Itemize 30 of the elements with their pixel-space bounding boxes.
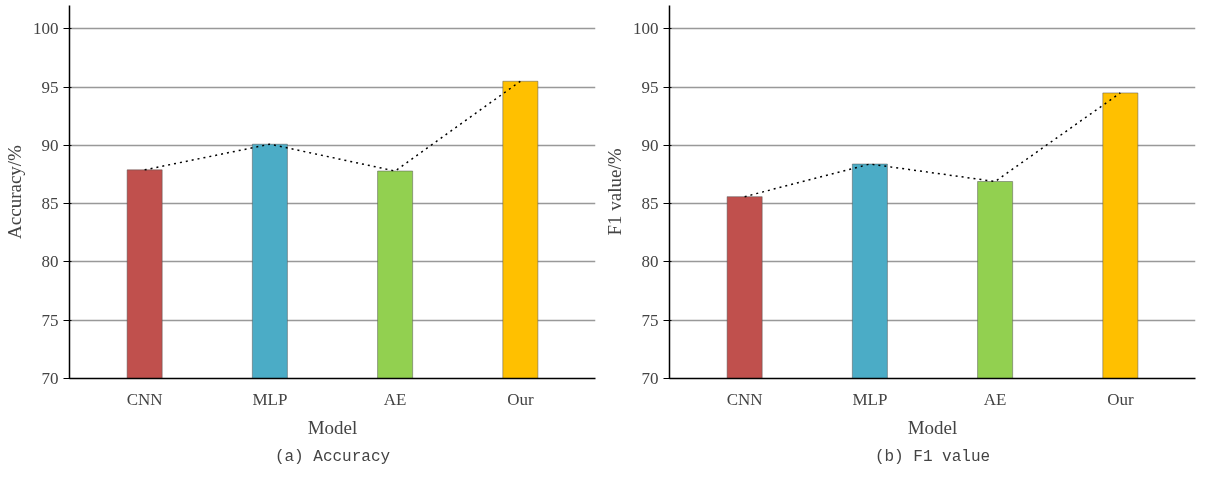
x-axis-title: Model <box>307 416 358 438</box>
x-tick-label: CNN <box>726 389 763 409</box>
x-tick-label: Our <box>507 389 534 409</box>
text: (a) Accuracy <box>274 447 391 466</box>
line-series <box>143 80 522 172</box>
y-tick-label: 70 <box>641 369 659 388</box>
y-tick-label: 100 <box>33 19 59 39</box>
y-tick-label: 90 <box>641 135 659 155</box>
x-tick-label: AE <box>383 389 407 409</box>
y-tick-label: 85 <box>641 194 659 214</box>
x-tick-label: MLP <box>852 389 888 409</box>
y-tick-label: 90 <box>41 135 59 155</box>
text: (b) F1 value <box>874 447 991 466</box>
y-axis-title: F1 value/% <box>604 148 625 236</box>
y-tick-label: 75 <box>41 310 59 330</box>
y-tick-label: 80 <box>641 252 659 272</box>
x-axis-title: Model <box>907 416 958 438</box>
y-tick-label: 70 <box>41 369 59 388</box>
x-tick-label: MLP <box>252 389 288 409</box>
y-tick-label: 95 <box>41 77 59 97</box>
y-tick-label: 75 <box>641 310 659 330</box>
y-tick-label: 80 <box>41 252 59 272</box>
line-series <box>743 92 1122 198</box>
y-tick-label: 100 <box>633 19 659 39</box>
x-tick-label: AE <box>983 389 1007 409</box>
x-tick-label: Our <box>1107 389 1134 409</box>
y-axis-title: Accuracy/% <box>4 144 25 239</box>
x-tick-label: CNN <box>126 389 163 409</box>
y-tick-label: 85 <box>41 194 59 214</box>
y-tick-label: 95 <box>641 77 659 97</box>
